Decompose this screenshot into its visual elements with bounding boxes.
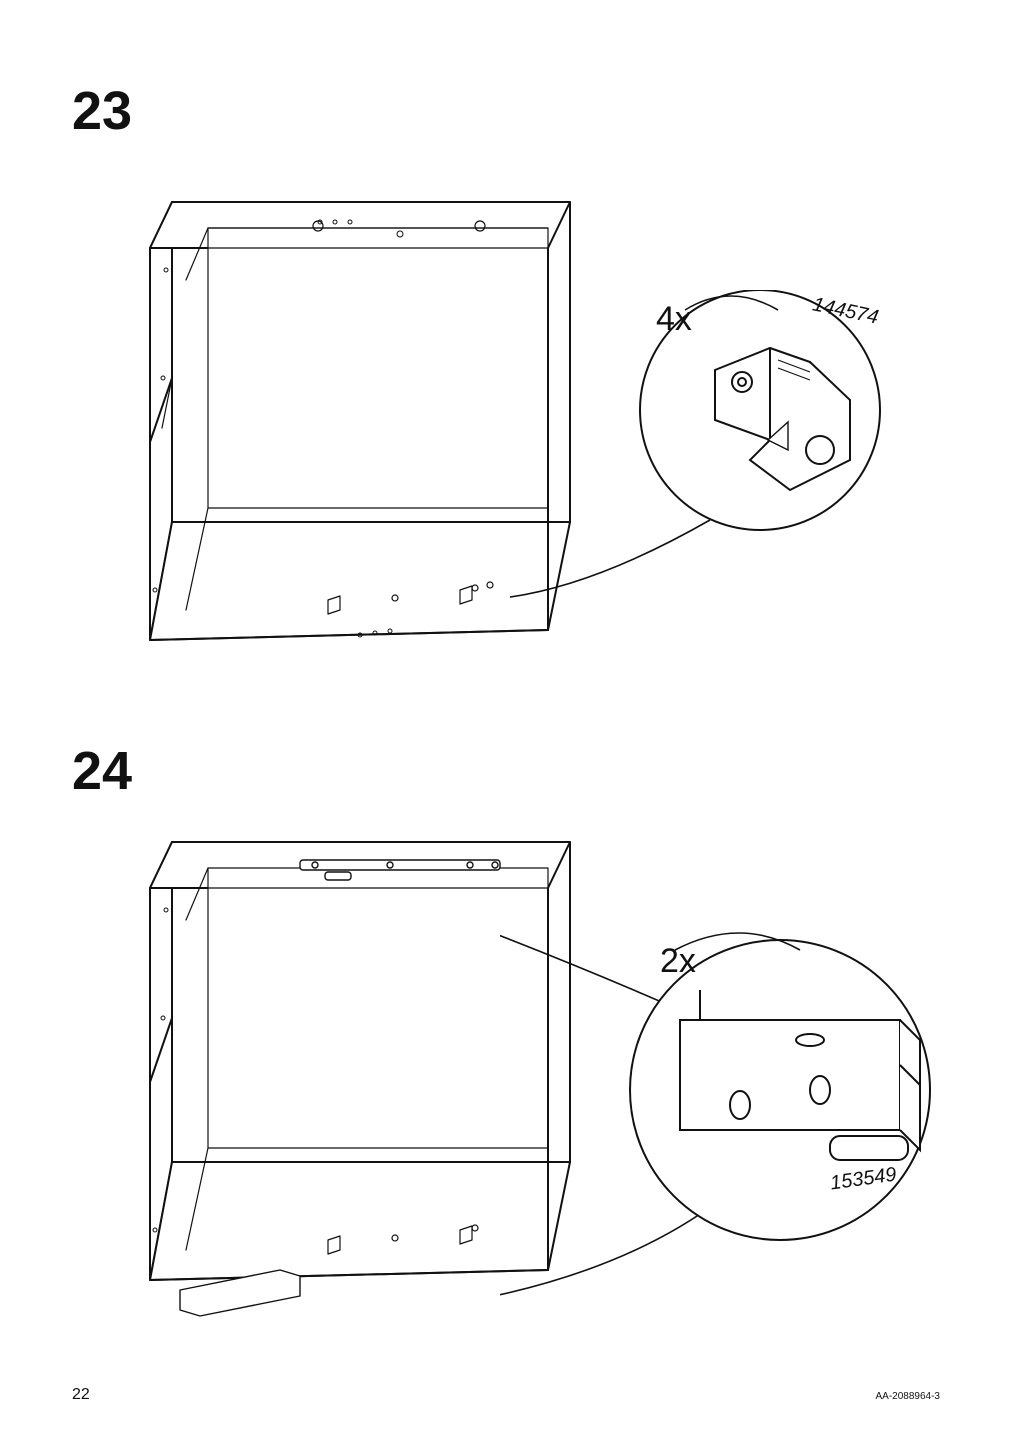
step-24-number: 24 <box>72 740 132 802</box>
qty-2x: 2x <box>660 942 696 981</box>
doc-number: AA-2088964-3 <box>876 1391 941 1402</box>
step-23-number: 23 <box>72 80 132 142</box>
callout-bracket-23 <box>510 290 940 620</box>
page-number: 22 <box>72 1386 90 1404</box>
qty-4x: 4x <box>656 300 692 339</box>
page: 23 <box>0 0 1012 1432</box>
callout-rail-24 <box>500 920 960 1360</box>
